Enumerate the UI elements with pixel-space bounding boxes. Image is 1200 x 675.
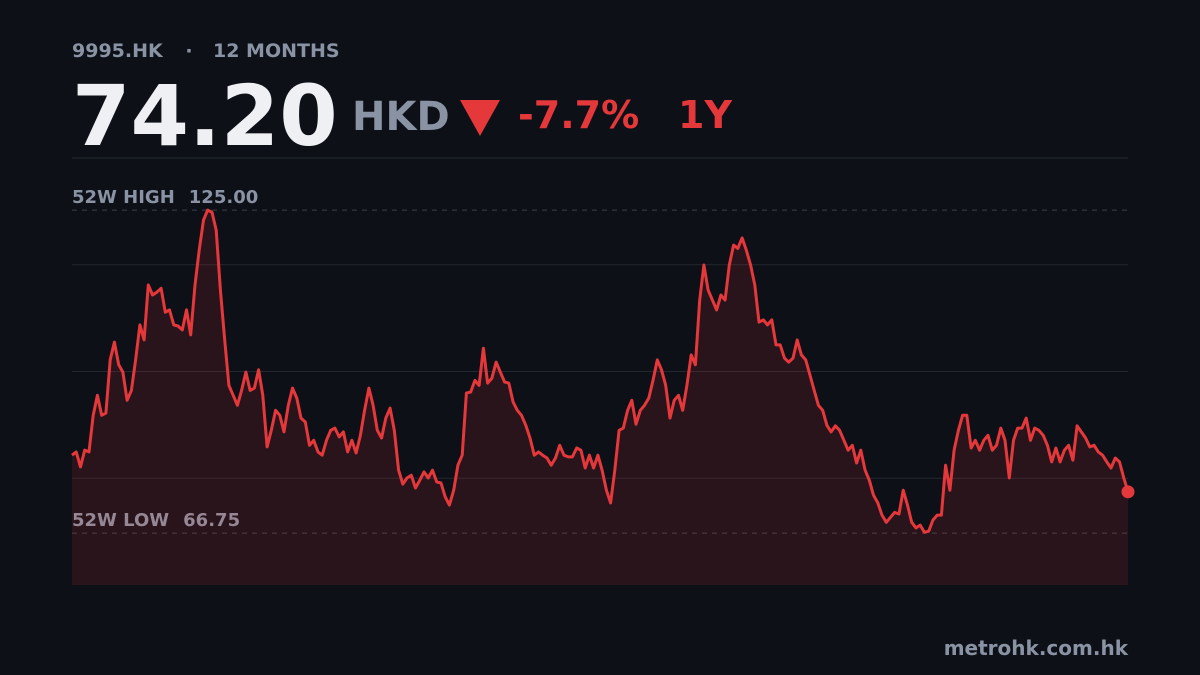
area <box>72 210 1128 585</box>
down-arrow <box>460 100 500 136</box>
plot: 52W HIGH 125.00 52W LOW 66.75 <box>71 187 1135 585</box>
price: 74.20 <box>72 67 338 165</box>
change: -7.7% <box>518 93 639 137</box>
price-line <box>71 208 1130 534</box>
reference-value: 125.00 <box>189 187 258 208</box>
ticker: 9995.HK <box>72 40 164 62</box>
range: 1Y <box>678 93 732 137</box>
currency: HKD <box>352 94 450 140</box>
reference-name: 52W HIGH <box>72 187 175 208</box>
reference-value: 66.75 <box>183 510 240 531</box>
period: 12 MONTHS <box>213 40 340 62</box>
last-point <box>1121 485 1135 499</box>
reference-label: 52W HIGH 125.00 <box>72 187 258 208</box>
reference-label: 52W LOW 66.75 <box>72 510 240 531</box>
separator: · <box>185 40 192 62</box>
reference-name: 52W LOW <box>72 510 169 531</box>
footer: metrohk.com.hk <box>944 636 1129 660</box>
